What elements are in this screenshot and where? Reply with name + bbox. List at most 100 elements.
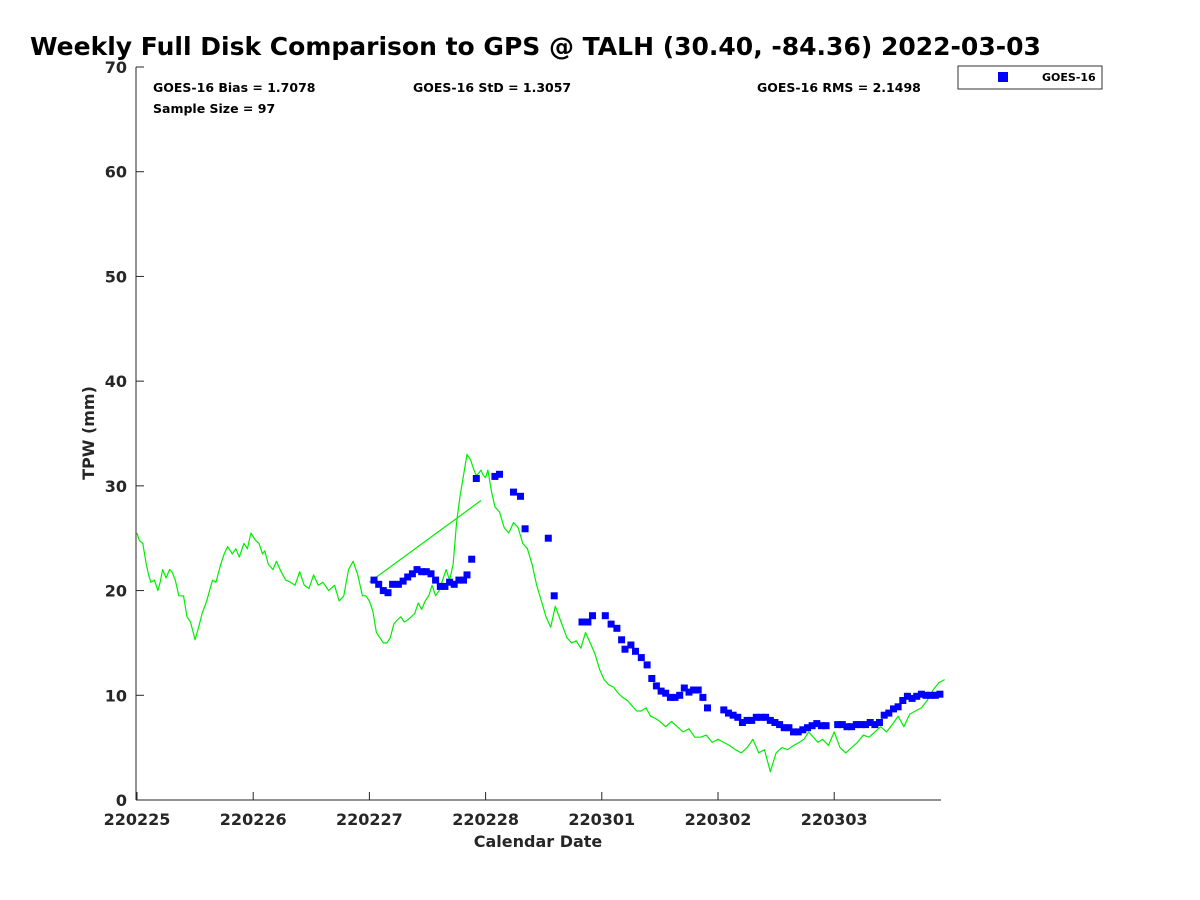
y-tick-label: 30 [105,477,127,496]
goes16-point [472,475,480,482]
goes16-point [748,716,756,724]
goes16-point [880,711,888,719]
goes16-point [375,580,383,588]
goes16-point [463,571,471,579]
goes16-point [771,719,779,726]
goes16-point [922,691,930,699]
goes16-point [584,618,592,626]
goes16-point [652,682,660,690]
goes16-point [408,570,416,578]
rms-stat: GOES-16 RMS = 2.1498 [757,80,921,95]
goes16-point [704,704,711,712]
goes16-point [899,697,907,704]
goes16-point [752,713,760,721]
goes16-point [394,580,402,588]
goes16-point [521,525,529,533]
goes16-point [370,576,378,584]
goes16-point [885,709,893,717]
y-tick-label: 20 [105,582,127,601]
goes16-point [852,721,860,729]
x-tick-label: 220302 [685,810,752,829]
goes16-point [894,703,902,711]
goes16-point [418,568,426,576]
goes16-point [676,691,684,699]
goes16-point [666,693,674,701]
goes16-point [866,719,874,726]
goes16-point [621,645,629,653]
goes16-point [671,693,679,701]
axes: 0 10 20 30 40 50 60 70 220225 220226 220227 220228 2… [104,58,941,829]
goes16-point [762,713,770,721]
goes16-point [427,570,435,578]
goes16-point [927,691,935,699]
legend-box [957,65,1103,90]
goes16-point [936,690,944,698]
goes16-point [857,721,865,729]
goes16-point [627,641,635,649]
x-tick-label: 220226 [220,810,287,829]
goes16-point [725,709,732,717]
goes16-point [455,576,463,584]
goes16-point [657,687,665,695]
goes16-point [450,580,458,588]
goes16-point [734,713,742,721]
goes16-point [399,577,407,585]
goes16-point [379,587,387,595]
goes16-point [637,654,645,662]
goes16-point [794,728,802,736]
goes16-point [468,555,476,563]
goes16-point [491,472,499,480]
goes16-point [662,689,670,697]
goes16-point [785,724,793,732]
goes16-point [790,728,797,736]
goes16-point [822,722,830,730]
goes16-point [690,686,698,694]
goes16-point [917,690,925,698]
goes16-point [517,492,524,500]
sample-size-stat: Sample Size = 97 [153,101,275,116]
goes16-point [436,582,444,590]
goes16-point [441,582,449,590]
goes16-point [876,719,883,726]
goes16-point [643,661,651,669]
goes16-point [699,693,707,701]
goes16-point [799,726,807,734]
goes16-point [432,576,440,584]
x-tick-label: 220227 [336,810,403,829]
goes16-point [384,589,392,597]
goes16-point [890,705,897,713]
goes16-point [446,578,454,586]
goes16-point [694,686,702,694]
goes16-point [871,721,879,729]
y-tick-label: 0 [116,791,127,810]
chart-title: Weekly Full Disk Comparison to GPS @ TAL… [30,32,1041,61]
reference-line-2 [369,500,482,583]
y-axis-label: TPW (mm) [79,386,98,480]
goes16-point [613,624,621,632]
goes16-point [817,722,825,730]
goes16-point [496,470,503,478]
std-stat: GOES-16 StD = 1.3057 [413,80,571,95]
goes16-point [848,723,856,731]
goes16-point [743,716,751,724]
goes16-point [618,636,626,644]
goes16-point [422,568,430,576]
goes16-point [578,618,586,626]
x-axis-label: Calendar Date [474,832,603,851]
bias-stat: GOES-16 Bias = 1.7078 [153,80,315,95]
goes16-point [601,612,609,620]
goes16-point [757,713,765,721]
goes16-point [510,488,517,496]
goes16-point [738,719,746,726]
goes16-point [913,692,921,700]
y-tick-label: 10 [105,686,127,705]
goes16-point [544,534,552,542]
plot-area [136,453,945,773]
goes16-point [607,620,615,628]
goes16-point [632,647,639,655]
x-tick-label: 220301 [568,810,635,829]
goes16-point [843,723,851,731]
goes16-point [460,576,467,584]
goes16-point [589,612,596,620]
